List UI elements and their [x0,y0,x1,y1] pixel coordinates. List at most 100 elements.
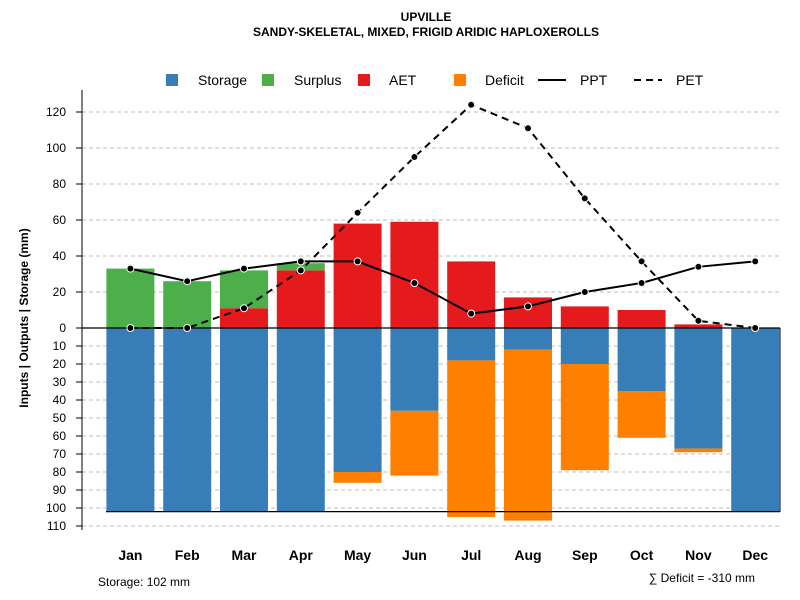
chart-subtitle: SANDY-SKELETAL, MIXED, FRIGID ARIDIC HAP… [253,25,599,39]
y-tick-label: 80 [53,465,67,479]
y-tick-label: 10 [53,339,67,353]
lines [126,100,760,332]
x-tick-label: Feb [175,547,200,563]
pet-point [410,153,419,161]
x-tick-label: Jun [402,547,427,563]
ppt-point [637,279,646,287]
x-tick-label: Nov [685,547,712,563]
surplus-bar [220,270,268,309]
storage-note: Storage: 102 mm [98,575,190,589]
storage-bar [276,328,325,512]
storage-bar [617,328,666,391]
pet-line [130,103,756,329]
aet-bar [447,261,496,328]
ppt-point [126,264,135,273]
deficit-bar [504,349,552,521]
ppt-point [353,257,362,266]
x-tick-label: Jan [118,547,142,563]
ppt-point [183,277,192,286]
legend-swatch-deficit [454,74,466,86]
pet-point [694,316,703,325]
aet-bar [674,324,723,328]
ppt-point [410,279,419,287]
storage-bar [333,328,382,472]
deficit-bar [674,448,723,453]
ppt-point [524,302,532,311]
y-tick-label: 40 [53,393,67,407]
aet-bar [560,306,609,328]
aet-bar [390,221,439,328]
deficit-bar [617,391,666,438]
y-tick-label: 60 [53,429,67,443]
axes: 0 20 40 60 80 100 120 10 20 30 40 50 60 70 80 90 100 110 J… [46,90,781,563]
pet-point [637,257,646,266]
chart-title: UPVILLE [401,10,452,24]
ppt-point [694,262,703,271]
legend-swatch-aet [358,74,370,86]
pet-point [240,304,248,313]
pet-point [467,100,476,109]
ppt-point [751,257,760,266]
y-tick-label: 40 [53,249,67,263]
storage-bar [560,328,609,364]
storage-bar [390,328,439,411]
ppt-point [580,288,589,296]
y-tick-label: 70 [53,447,67,461]
surplus-bar [163,281,212,328]
storage-bar [163,328,212,512]
storage-bar [220,328,268,512]
x-tick-label: Oct [630,547,654,563]
legend: Storage Surplus AET Deficit PPT PET [166,72,704,88]
ppt-point [240,264,248,273]
x-tick-label: Sep [572,547,598,563]
y-tick-label: 120 [46,105,66,119]
deficit-bar [560,364,609,471]
deficit-bar [390,410,439,476]
aet-bar [220,308,268,328]
pet-point [183,324,192,332]
x-tick-label: Jul [461,547,481,563]
y-tick-label: 90 [53,483,67,497]
storage-bar [674,328,723,449]
ppt-point [296,257,305,266]
y-tick-label: 20 [53,357,67,371]
storage-bar [447,328,496,361]
x-tick-label: Apr [289,547,314,563]
y-tick-label: 50 [53,411,67,425]
legend-label-pet: PET [676,72,704,88]
aet-bar [276,270,325,328]
x-tick-label: Aug [514,547,541,563]
aet-bar [333,223,382,328]
pet-point [751,324,760,332]
deficit-note: ∑ Deficit = -310 mm [649,571,755,585]
ppt-line [130,260,756,315]
y-tick-label: 80 [53,177,67,191]
legend-label-storage: Storage [198,72,247,88]
deficit-bar [447,360,496,517]
surplus-bar [106,268,155,328]
legend-swatch-surplus [262,74,274,86]
y-tick-label: 60 [53,213,67,227]
x-tick-label: Mar [232,547,257,563]
pet-point [126,324,135,332]
legend-label-deficit: Deficit [485,72,524,88]
legend-label-aet: AET [389,72,417,88]
pet-point [296,266,305,275]
pet-point [580,194,589,203]
y-axis-label: Inputs | Outputs | Storage (mm) [17,228,31,407]
bars [106,221,780,521]
y-tick-label: 100 [46,501,66,515]
storage-bar [504,328,552,350]
x-tick-label: May [344,547,371,563]
pet-point [524,124,532,133]
aet-bar [617,310,666,328]
x-tick-label: Dec [742,547,768,563]
y-tick-label: 20 [53,285,67,299]
pet-point [353,208,362,217]
legend-swatch-storage [166,74,178,86]
y-tick-label: 30 [53,375,67,389]
deficit-bar [333,472,382,483]
legend-label-ppt: PPT [580,72,608,88]
y-tick-label: 100 [46,141,66,155]
